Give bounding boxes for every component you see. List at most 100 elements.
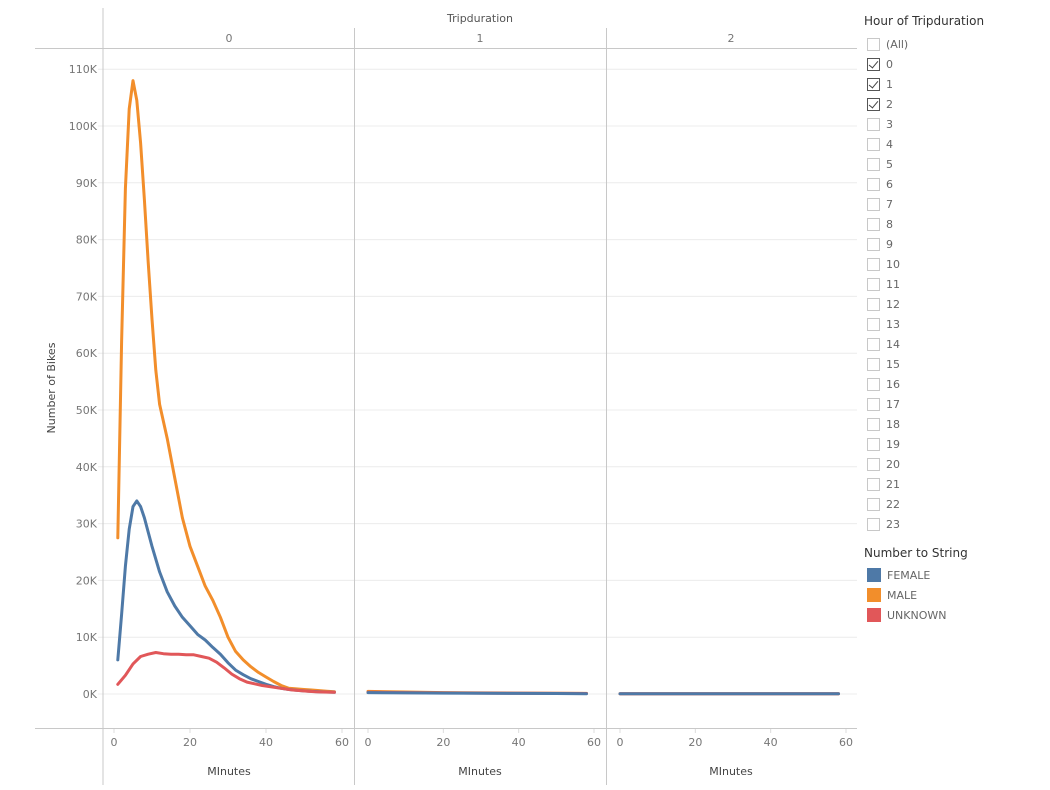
- color-swatch: [867, 568, 881, 582]
- x-tick-label: 0: [365, 736, 372, 749]
- line-unknown-panel-0[interactable]: [116, 651, 336, 694]
- legend-item-unknown[interactable]: UNKNOWN: [867, 605, 947, 625]
- checkbox[interactable]: [867, 177, 880, 191]
- filter-item-4[interactable]: 4: [867, 134, 908, 154]
- checkbox[interactable]: [867, 457, 880, 471]
- checkbox[interactable]: [867, 97, 880, 111]
- legend-item-label: FEMALE: [887, 568, 931, 582]
- y-tick-label: 0K: [83, 688, 98, 701]
- y-axis-title: Number of Bikes: [45, 342, 58, 433]
- color-legend: FEMALE MALE UNKNOWN: [867, 565, 947, 625]
- filter-item-0[interactable]: 0: [867, 54, 908, 74]
- filter-item-5[interactable]: 5: [867, 154, 908, 174]
- x-tick-label: 60: [587, 736, 601, 749]
- filter-item-7[interactable]: 7: [867, 194, 908, 214]
- checkbox[interactable]: [867, 357, 880, 371]
- filter-item-21[interactable]: 21: [867, 474, 908, 494]
- filter-item-label: (All): [886, 37, 909, 51]
- column-field-title: Tripduration: [446, 12, 513, 25]
- checkbox[interactable]: [867, 277, 880, 291]
- filter-item-label: 1: [886, 77, 893, 91]
- data-series: [116, 79, 840, 696]
- y-tick-label: 90K: [76, 177, 98, 190]
- panel-frame: [35, 8, 857, 785]
- filter-item-label: 23: [886, 517, 900, 531]
- legend-item-female[interactable]: FEMALE: [867, 565, 947, 585]
- filter-item-17[interactable]: 17: [867, 394, 908, 414]
- checkbox[interactable]: [867, 297, 880, 311]
- filter-item-6[interactable]: 6: [867, 174, 908, 194]
- checkbox[interactable]: [867, 317, 880, 331]
- filter-item-label: 5: [886, 157, 893, 171]
- color-swatch: [867, 588, 881, 602]
- y-axis-ticks: 0K 10K 20K 30K 40K 50K 60K 70K 80K 90K 100K 110K: [69, 63, 98, 701]
- x-axis-title-0: MInutes: [207, 765, 251, 778]
- x-axis-title-1: MInutes: [458, 765, 502, 778]
- filter-item-label: 22: [886, 497, 900, 511]
- filter-item-12[interactable]: 12: [867, 294, 908, 314]
- checkbox[interactable]: [867, 257, 880, 271]
- filter-item-20[interactable]: 20: [867, 454, 908, 474]
- y-tick-label: 100K: [69, 120, 98, 133]
- checkbox[interactable]: [867, 377, 880, 391]
- checkbox[interactable]: [867, 137, 880, 151]
- checkbox[interactable]: [867, 217, 880, 231]
- y-tick-label: 20K: [76, 574, 98, 587]
- filter-item-label: 16: [886, 377, 900, 391]
- filter-item-label: 12: [886, 297, 900, 311]
- filter-item-2[interactable]: 2: [867, 94, 908, 114]
- checkbox[interactable]: [867, 197, 880, 211]
- filter-item-label: 6: [886, 177, 893, 191]
- filter-item-label: 2: [886, 97, 893, 111]
- checkbox[interactable]: [867, 117, 880, 131]
- line-female-panel-0[interactable]: [116, 499, 336, 694]
- filter-item-all[interactable]: (All): [867, 34, 908, 54]
- filter-item-label: 17: [886, 397, 900, 411]
- filter-item-13[interactable]: 13: [867, 314, 908, 334]
- checkbox[interactable]: [867, 477, 880, 491]
- y-tick-label: 10K: [76, 631, 98, 644]
- filter-item-22[interactable]: 22: [867, 494, 908, 514]
- checkbox[interactable]: [867, 437, 880, 451]
- checkbox[interactable]: [867, 517, 880, 531]
- filter-item-label: 20: [886, 457, 900, 471]
- filter-item-1[interactable]: 1: [867, 74, 908, 94]
- checkbox[interactable]: [867, 497, 880, 511]
- x-tick-label: 40: [764, 736, 778, 749]
- color-swatch: [867, 608, 881, 622]
- filter-item-label: 9: [886, 237, 893, 251]
- filter-item-label: 18: [886, 417, 900, 431]
- filter-item-18[interactable]: 18: [867, 414, 908, 434]
- checkbox[interactable]: [867, 337, 880, 351]
- filter-item-3[interactable]: 3: [867, 114, 908, 134]
- filter-item-14[interactable]: 14: [867, 334, 908, 354]
- checkbox[interactable]: [867, 157, 880, 171]
- checkbox[interactable]: [867, 57, 880, 71]
- checkbox[interactable]: [867, 77, 880, 91]
- checkbox[interactable]: [867, 237, 880, 251]
- filter-item-label: 11: [886, 277, 900, 291]
- filter-item-label: 3: [886, 117, 893, 131]
- filter-item-label: 15: [886, 357, 900, 371]
- legend-item-label: MALE: [887, 588, 918, 602]
- filter-item-11[interactable]: 11: [867, 274, 908, 294]
- filter-item-label: 13: [886, 317, 900, 331]
- legend-item-label: UNKNOWN: [887, 608, 947, 622]
- line-female-panel-1[interactable]: [366, 691, 588, 696]
- legend-item-male[interactable]: MALE: [867, 585, 947, 605]
- filter-item-10[interactable]: 10: [867, 254, 908, 274]
- y-tick-label: 50K: [76, 404, 98, 417]
- filter-item-9[interactable]: 9: [867, 234, 908, 254]
- filter-item-8[interactable]: 8: [867, 214, 908, 234]
- filter-item-15[interactable]: 15: [867, 354, 908, 374]
- filter-item-16[interactable]: 16: [867, 374, 908, 394]
- checkbox[interactable]: [867, 397, 880, 411]
- checkbox[interactable]: [867, 37, 880, 51]
- line-male-panel-0[interactable]: [116, 79, 336, 694]
- x-axis-title-2: MInutes: [709, 765, 753, 778]
- filter-item-19[interactable]: 19: [867, 434, 908, 454]
- filter-item-23[interactable]: 23: [867, 514, 908, 534]
- filter-item-label: 10: [886, 257, 900, 271]
- filter-item-label: 4: [886, 137, 893, 151]
- checkbox[interactable]: [867, 417, 880, 431]
